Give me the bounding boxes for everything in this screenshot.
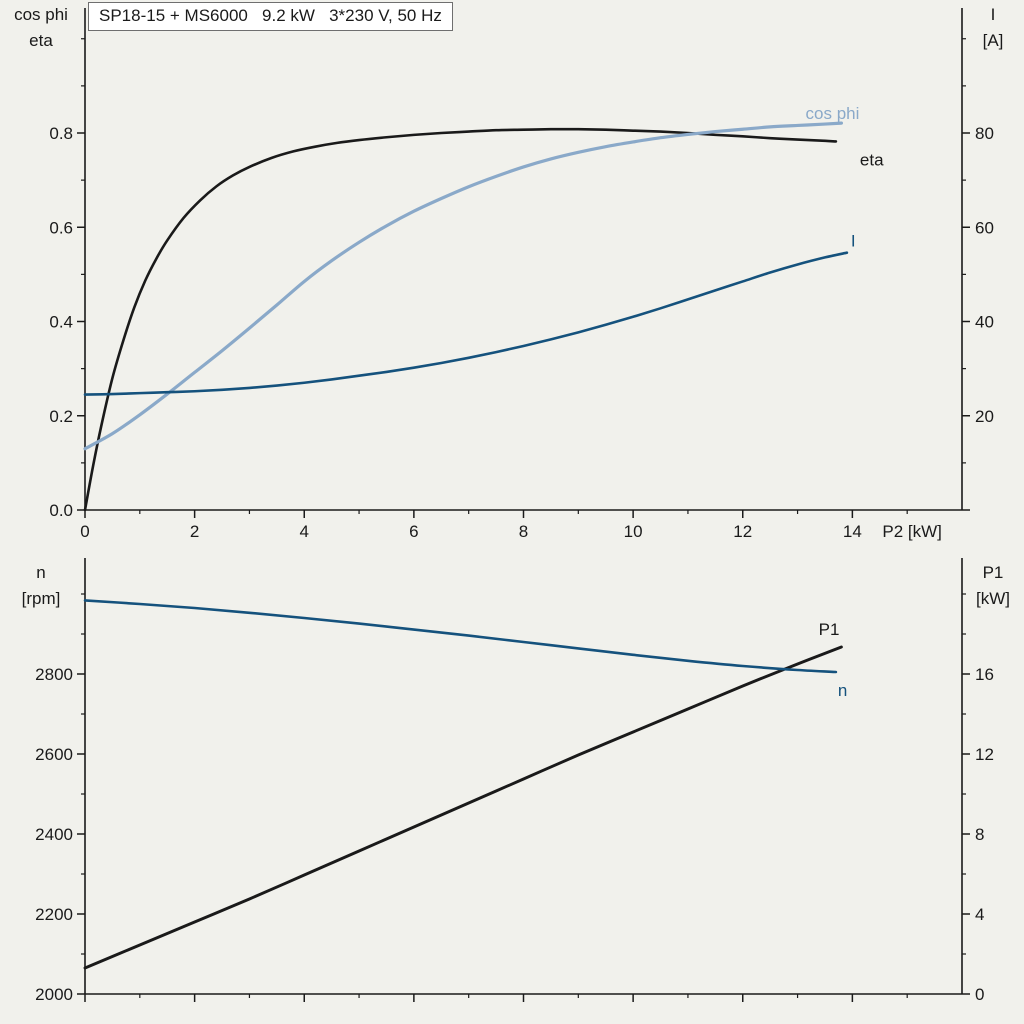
right-tick-label: 40 — [975, 313, 994, 332]
left-axis-label-line2: eta — [29, 31, 53, 50]
series-label-eta: eta — [860, 150, 884, 169]
n-axis-label-line2: [rpm] — [21, 589, 61, 608]
x-tick-label: 0 — [80, 522, 89, 541]
left-tick-label: 2200 — [35, 905, 73, 924]
chart-title: SP18-15 + MS6000 9.2 kW 3*230 V, 50 Hz — [88, 2, 453, 31]
p1-axis-label-line1: P1 — [982, 563, 1004, 582]
series-label-cos-phi: cos phi — [806, 104, 860, 123]
left-tick-label: 0.6 — [49, 218, 73, 237]
series-label-I: I — [851, 232, 856, 251]
left-tick-label: 0.4 — [49, 313, 73, 332]
left-tick-label: 0.2 — [49, 407, 73, 426]
x-tick-label: 4 — [300, 522, 309, 541]
left-tick-label: 0.8 — [49, 124, 73, 143]
series-label-n: n — [838, 681, 847, 700]
x-tick-label: 8 — [519, 522, 528, 541]
right-tick-label: 8 — [975, 825, 984, 844]
n-curve — [83, 599, 838, 674]
right-axis-label-line2: [A] — [982, 31, 1004, 50]
eta-curve — [83, 127, 838, 512]
left-axis-label-line1: cos phi — [14, 5, 68, 24]
top-left-axis-label: cos phi eta — [0, 2, 82, 54]
top-right-axis-label: I [A] — [962, 2, 1024, 54]
right-tick-label: 16 — [975, 665, 994, 684]
x-tick-label: 10 — [624, 522, 643, 541]
cos-phi-curve — [83, 121, 844, 451]
chart-0: 0.0 0.2 0.4 0.6 0.8 20 40 60 80 0 2 4 6 8 10 12 14 P2 [kW… — [49, 8, 994, 541]
x-tick-label: 6 — [409, 522, 418, 541]
left-tick-label: 2000 — [35, 985, 73, 1004]
p1-axis-label-line2: [kW] — [976, 589, 1010, 608]
left-tick-label: 2800 — [35, 665, 73, 684]
right-axis-label-line1: I — [990, 5, 996, 24]
left-tick-label: 0.0 — [49, 501, 73, 520]
chart-1: 2000 2200 2400 2600 2800 0 4 8 12 16 P1 n — [35, 558, 994, 1004]
x-tick-label: 12 — [733, 522, 752, 541]
right-tick-label: 60 — [975, 218, 994, 237]
bottom-right-axis-label: P1 [kW] — [962, 560, 1024, 612]
right-tick-label: 4 — [975, 905, 984, 924]
I-curve — [83, 251, 849, 396]
x-tick-label: 14 — [843, 522, 862, 541]
x-axis-label: P2 [kW] — [882, 522, 942, 541]
P1-curve — [83, 645, 843, 970]
n-axis-label-line1: n — [36, 563, 46, 582]
left-tick-label: 2400 — [35, 825, 73, 844]
right-tick-label: 0 — [975, 985, 984, 1004]
right-tick-label: 20 — [975, 407, 994, 426]
left-tick-label: 2600 — [35, 745, 73, 764]
x-tick-label: 2 — [190, 522, 199, 541]
right-tick-label: 80 — [975, 124, 994, 143]
bottom-left-axis-label: n [rpm] — [0, 560, 82, 612]
right-tick-label: 12 — [975, 745, 994, 764]
series-label-P1: P1 — [819, 620, 840, 639]
